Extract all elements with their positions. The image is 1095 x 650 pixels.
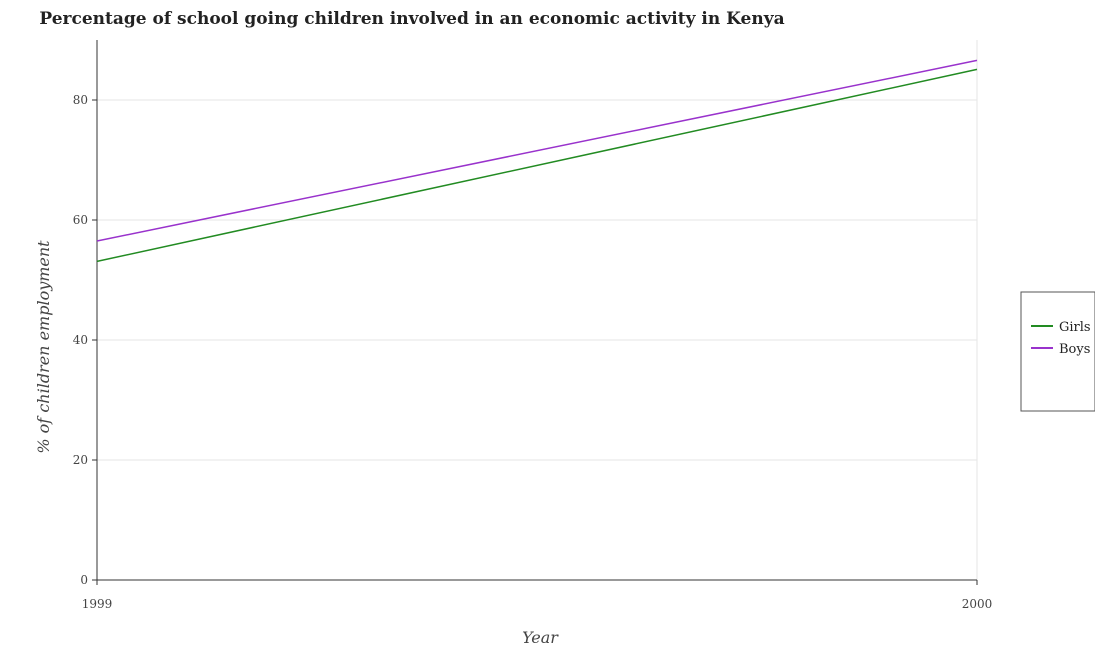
y-axis-label: % of children employment: [34, 240, 53, 454]
x-tick-label: 1999: [82, 597, 113, 611]
series-line-girls: [96, 68, 978, 263]
grid: [96, 40, 978, 581]
x-axis-label: Year: [522, 628, 559, 647]
series-lines: [96, 59, 978, 263]
x-tick-label: 2000: [962, 597, 993, 611]
y-tick-label: 0: [80, 573, 88, 587]
y-tick-label: 20: [73, 453, 88, 467]
legend-label-girls: Girls: [1059, 320, 1091, 335]
legend-label-boys: Boys: [1059, 342, 1090, 357]
legend-box: [1020, 291, 1095, 412]
axes: 0 20 40 60 80 1999 2000: [73, 40, 993, 611]
y-tick-label: 60: [73, 213, 88, 227]
chart-title: Percentage of school going children invo…: [39, 9, 784, 29]
y-tick-label: 40: [73, 333, 88, 347]
legend: Girls Boys: [1020, 291, 1095, 412]
series-line-boys: [96, 59, 978, 242]
y-tick-label: 80: [73, 93, 88, 107]
